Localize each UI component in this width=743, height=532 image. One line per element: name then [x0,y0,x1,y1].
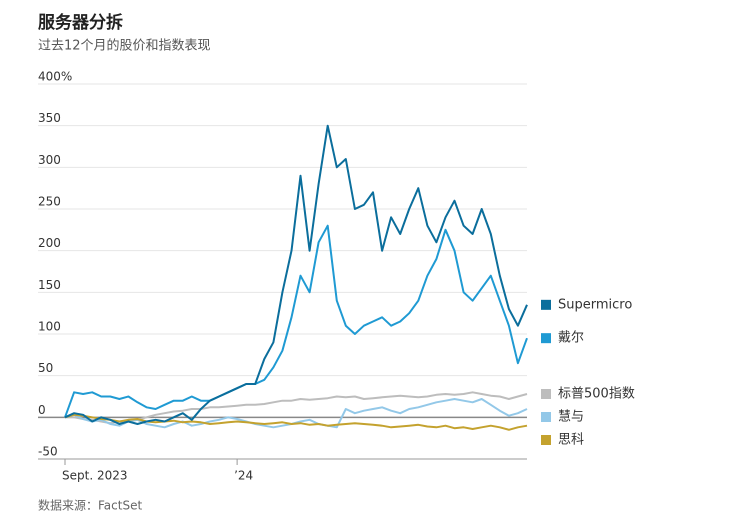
legend-swatch [541,412,551,422]
chart-title: 服务器分拆 [38,12,123,33]
legend-swatch [541,299,551,310]
source: 数据来源：FactSet [38,498,142,513]
legend-label: 戴尔 [558,331,584,346]
y-tick-label: 200 [38,236,61,250]
y-tick-label: 0 [38,403,46,417]
series-line [64,413,528,431]
x-tick-label: Sept. 2023 [62,469,128,483]
legend-label: Supermicro [558,297,632,312]
legend-label: 慧与 [558,409,584,425]
x-tick-label: ’24 [234,469,253,483]
legend-swatch [541,333,551,344]
series-line [64,224,528,418]
y-tick-label: 300 [38,153,61,167]
y-tick-label: -50 [38,445,58,459]
y-tick-label: 400% [38,70,72,84]
chart-subtitle: 过去12个月的股价和指数表现 [38,38,211,54]
y-tick-label: 250 [38,195,61,209]
legend-swatch [541,435,551,445]
series-line [64,124,528,425]
y-tick-label: 350 [38,111,61,125]
legend-swatch [541,389,551,399]
y-tick-label: 100 [38,320,61,334]
legend-label: 标普500指数 [558,387,635,402]
y-tick-label: 150 [38,278,61,292]
y-tick-label: 50 [38,361,53,375]
series-line [65,391,528,425]
legend-label: 思科 [558,433,584,448]
